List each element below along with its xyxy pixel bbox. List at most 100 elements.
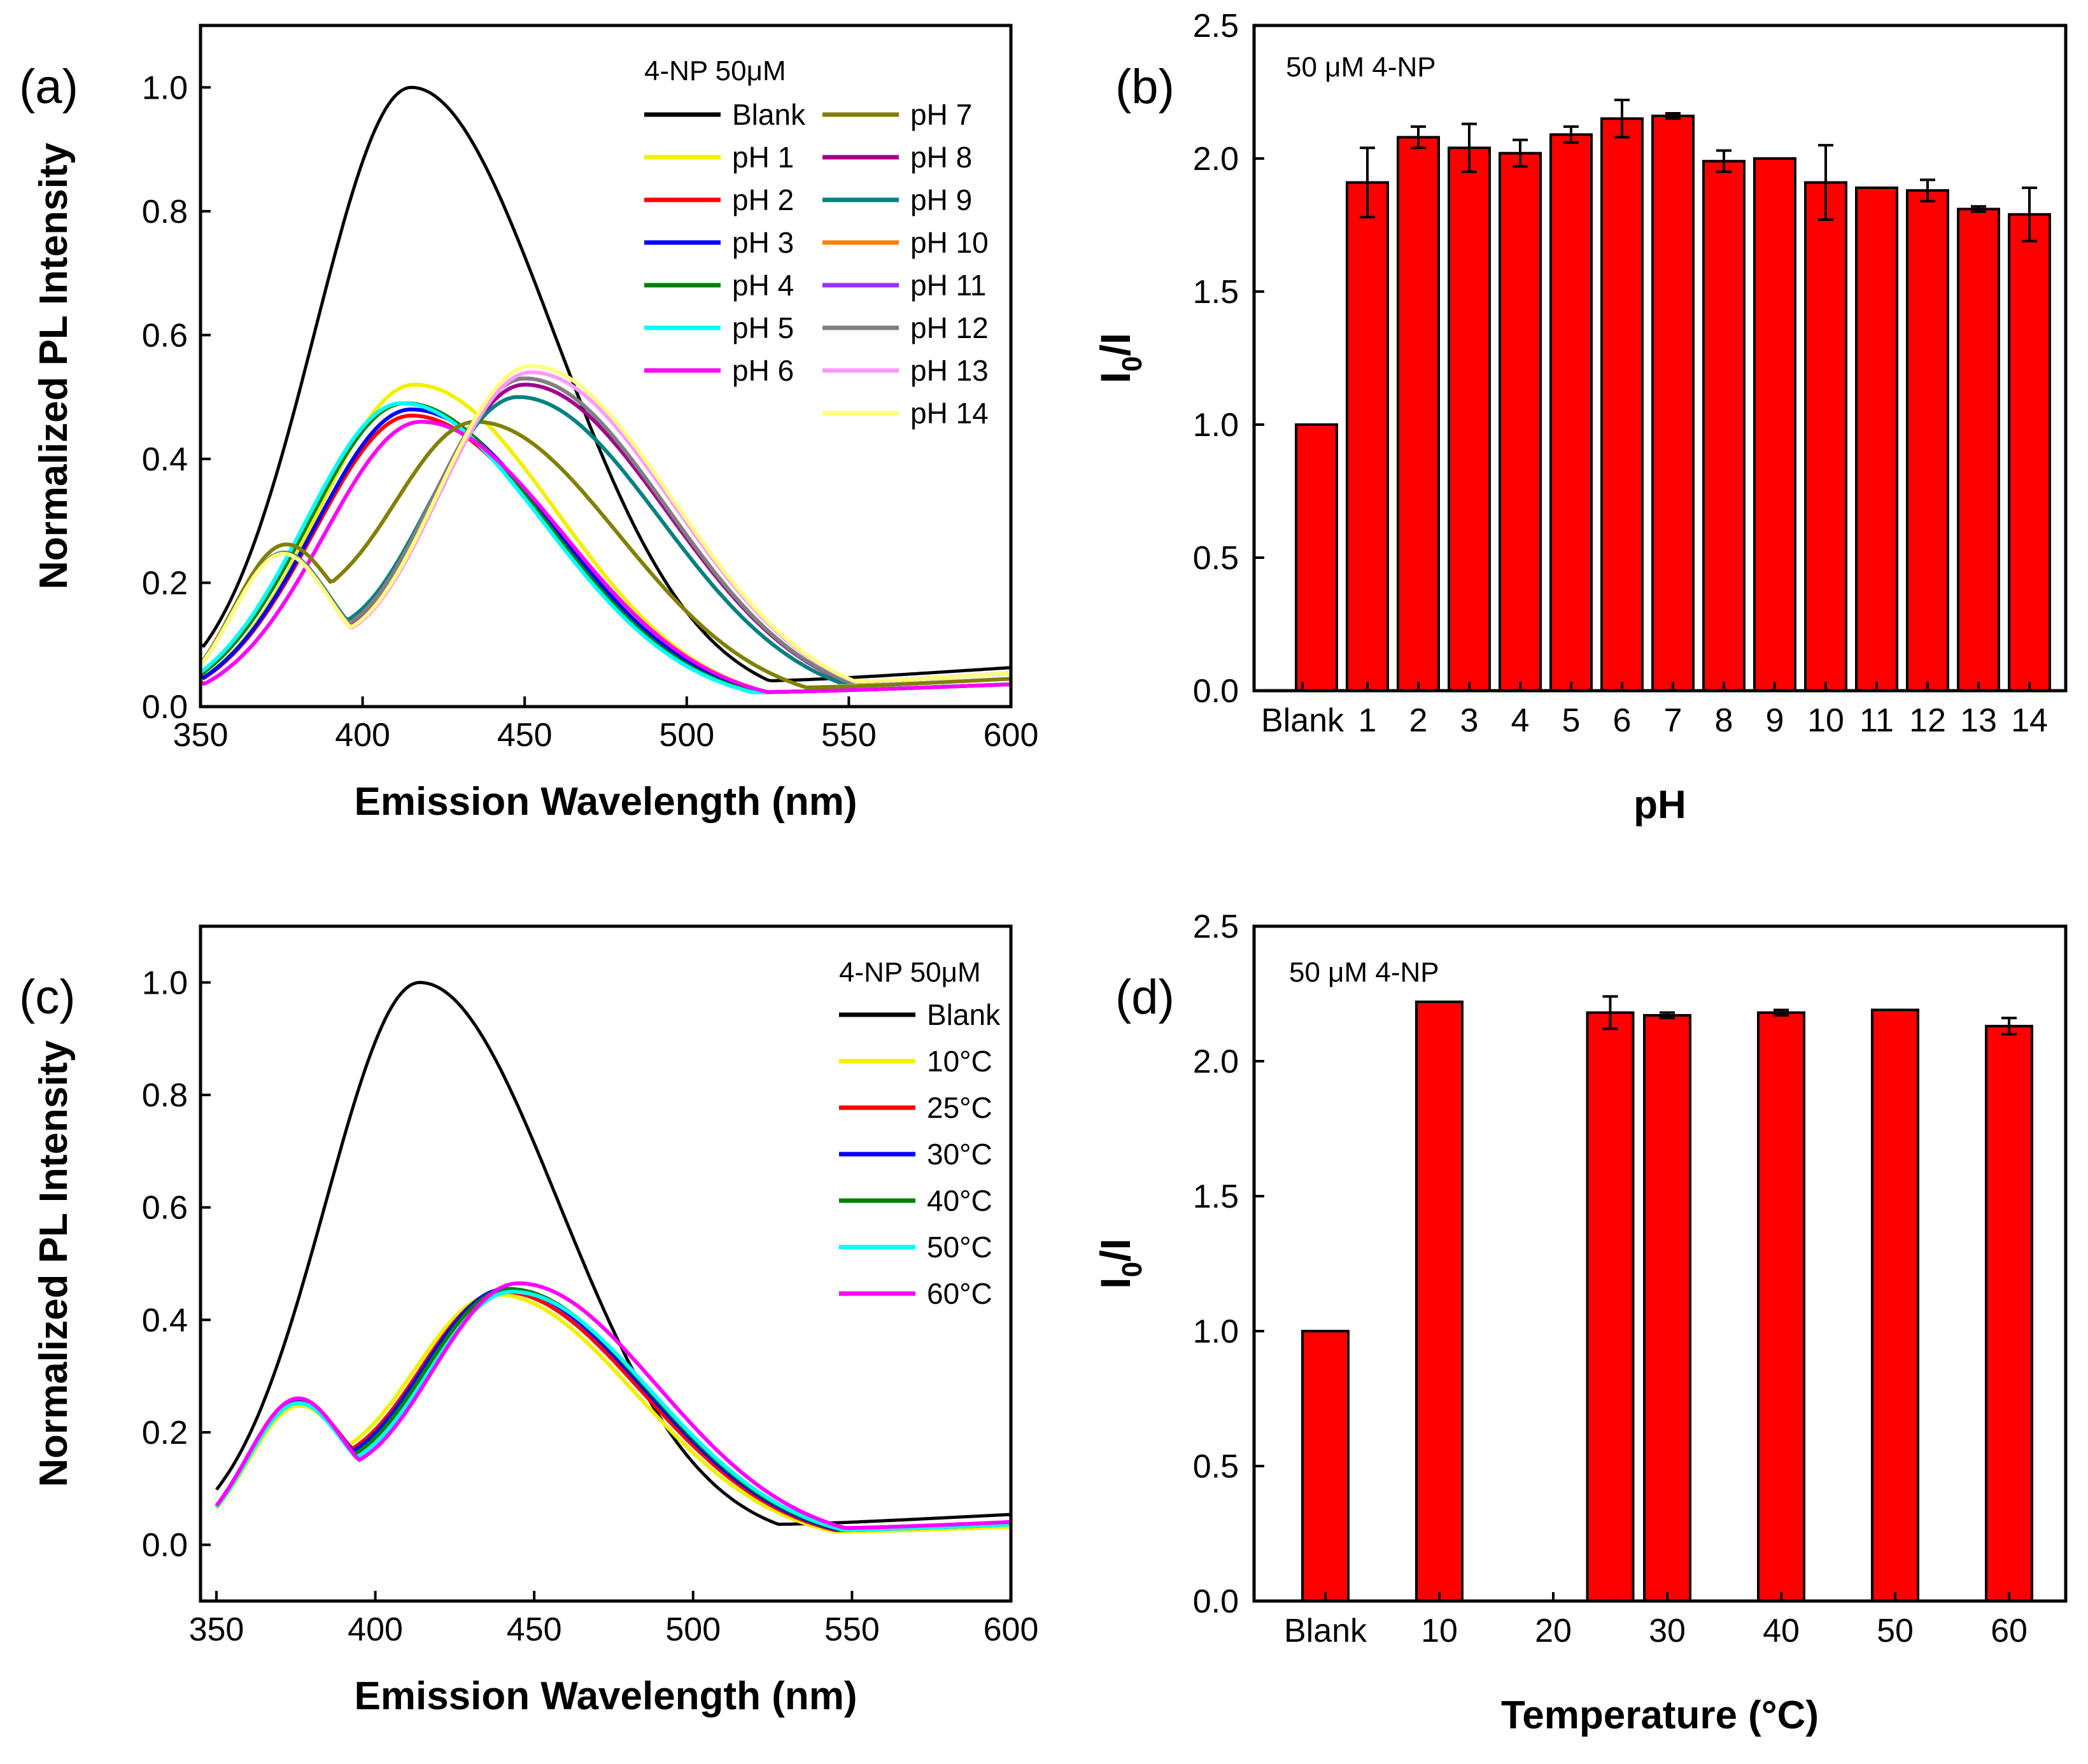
bar-blank — [1295, 423, 1338, 692]
y-tick-label: 1.0 — [1193, 1313, 1239, 1350]
x-tick-label: 5 — [1562, 702, 1581, 739]
x-tick-label: 400 — [335, 717, 390, 754]
x-tick-label: 450 — [507, 1611, 562, 1648]
y-tick-label: 0.6 — [142, 1190, 188, 1227]
plot-d: 0.0 0.5 1.0 1.5 2.0 2.5 Blank 10 20 30 40 50 60 Tempe… — [1092, 908, 2068, 1737]
legend-entry: 40°C — [927, 1184, 992, 1217]
y-axis-label: I0/I — [1092, 333, 1148, 384]
y-axis-label-sub: 0 — [1117, 356, 1148, 371]
y-tick-label: 2.5 — [1193, 908, 1239, 945]
legend-entry: pH 14 — [910, 397, 989, 430]
bar-1 — [1346, 181, 1389, 692]
y-axis-label-sub: 0 — [1117, 1262, 1148, 1277]
series-line-blank — [200, 85, 1012, 682]
legend-entry: 25°C — [927, 1091, 992, 1124]
legend-entry: 30°C — [927, 1138, 992, 1171]
x-axis-label: Emission Wavelength (nm) — [354, 1674, 857, 1718]
legend-entry: 50°C — [927, 1231, 992, 1264]
plot-d-annotation: 50 μM 4-NP — [1289, 957, 1439, 988]
x-tick-label: 10 — [1807, 702, 1844, 739]
panel-a-label: (a) — [19, 60, 78, 114]
x-tick-label: 2 — [1409, 702, 1428, 739]
series-line-ph14 — [199, 363, 1012, 684]
y-tick-label: 0.0 — [142, 1527, 188, 1564]
bar-5 — [1549, 133, 1593, 692]
legend-entry: pH 5 — [732, 311, 794, 344]
plot-b-frame — [1252, 24, 2068, 693]
legend-entry: pH 3 — [732, 226, 794, 259]
legend-entry: pH 1 — [732, 141, 794, 174]
x-tick-label: 9 — [1766, 702, 1784, 739]
x-tick-label: 40 — [1763, 1612, 1800, 1649]
x-axis-label: Temperature (°C) — [1501, 1693, 1819, 1737]
y-tick-label: 0.2 — [142, 1415, 188, 1451]
bar-13 — [1957, 208, 2000, 693]
bar-10 — [1415, 1000, 1464, 1602]
x-tick-label: 60 — [1991, 1612, 2028, 1649]
x-tick-label: 7 — [1664, 702, 1682, 739]
legend-entry: 60°C — [927, 1277, 992, 1310]
y-tick-label: 2.5 — [1193, 8, 1239, 45]
bar-60 — [1985, 1024, 2033, 1602]
x-tick-label: 400 — [348, 1611, 403, 1648]
series-line-ph6 — [199, 420, 1012, 695]
panel-b-label: (b) — [1115, 60, 1174, 114]
x-tick-label: Blank — [1261, 702, 1344, 739]
x-tick-label: Blank — [1284, 1612, 1367, 1649]
plot-a-legend-title: 4-NP 50μM — [644, 55, 786, 87]
series-line-60c — [215, 1281, 1012, 1530]
plot-c-legend-title: 4-NP 50μM — [839, 957, 981, 988]
x-tick-label: 3 — [1460, 702, 1479, 739]
bar-6 — [1600, 117, 1644, 693]
y-axis-label-tail: /I — [1092, 333, 1139, 356]
x-tick-label: 20 — [1535, 1612, 1572, 1649]
bar-4 — [1499, 152, 1542, 692]
bar-14 — [2008, 213, 2051, 692]
plot-a: 350 400 450 500 550 600 0.0 0.2 0.4 0.6 0.8 1.0 Emis… — [32, 24, 1038, 824]
x-tick-label: 8 — [1715, 702, 1733, 739]
series-line-blank — [215, 980, 1012, 1527]
x-axis-label: pH — [1633, 783, 1686, 827]
bar-10 — [1804, 181, 1847, 692]
bar-40 — [1757, 1011, 1805, 1603]
y-tick-label: 0.0 — [1193, 1583, 1239, 1620]
legend-entry: pH 10 — [910, 226, 989, 259]
legend-entry: Blank — [732, 98, 806, 131]
y-tick-label: 2.0 — [1193, 141, 1239, 178]
bar-9 — [1753, 157, 1796, 692]
y-tick-label: 1.0 — [1193, 407, 1239, 444]
bar-3 — [1448, 146, 1491, 692]
x-tick-label: 600 — [984, 1611, 1039, 1648]
x-tick-label: 50 — [1877, 1612, 1914, 1649]
y-tick-label: 0.4 — [142, 441, 188, 478]
legend-entry: pH 4 — [732, 269, 794, 302]
y-tick-label: 2.0 — [1193, 1043, 1239, 1080]
x-tick-label: 30 — [1649, 1612, 1686, 1649]
plot-b-annotation: 50 μM 4-NP — [1286, 52, 1436, 83]
bar-7 — [1651, 115, 1695, 692]
bar-25 — [1586, 1011, 1635, 1603]
legend-entry: pH 2 — [732, 183, 794, 216]
legend-entry: 10°C — [927, 1045, 992, 1078]
y-tick-label: 1.5 — [1193, 1178, 1239, 1215]
bar-11 — [1855, 186, 1898, 693]
y-tick-label: 1.5 — [1193, 274, 1239, 311]
bar-30 — [1643, 1013, 1691, 1603]
plot-c: 350 400 450 500 550 600 0.0 0.2 0.4 0.6 0.8 1.0 Emis… — [32, 924, 1039, 1718]
y-axis-label-tail: /I — [1092, 1238, 1139, 1262]
y-tick-label: 0.5 — [1193, 1448, 1239, 1485]
legend: Blank 10°C 25°C 30°C 40°C 50°C 60°C — [839, 998, 1001, 1310]
x-tick-label: 13 — [1960, 702, 1997, 739]
y-tick-label: 0.8 — [142, 194, 188, 230]
panel-d-label: (d) — [1115, 970, 1174, 1024]
plot-c-frame — [199, 924, 1013, 1603]
legend-entry: pH 9 — [910, 183, 972, 216]
y-tick-label: 0.6 — [142, 317, 188, 354]
panel-c-label: (c) — [19, 970, 76, 1024]
legend-entry: pH 13 — [910, 354, 989, 387]
x-axis-label: Emission Wavelength (nm) — [354, 780, 857, 824]
legend-entry: pH 12 — [910, 311, 989, 344]
y-tick-label: 0.2 — [142, 565, 188, 602]
